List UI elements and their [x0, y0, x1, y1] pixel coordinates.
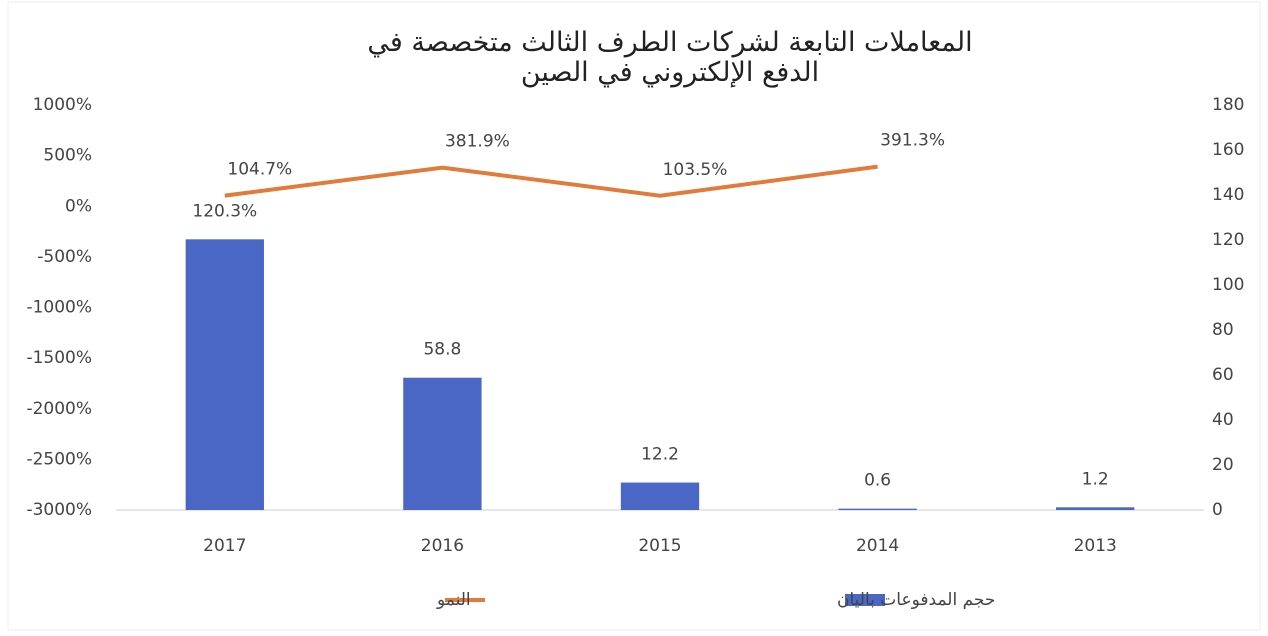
bar-label: 12.2: [641, 445, 679, 465]
legend-label: حجم المدفوعات باليان: [837, 590, 995, 610]
x-tick-label: 2015: [638, 536, 681, 556]
line-label: 381.9%: [445, 132, 510, 152]
y2-tick-label: 180: [1212, 95, 1244, 115]
bar: [185, 239, 264, 510]
y2-tick-label: 0: [1212, 500, 1223, 520]
y-tick-label: -1000%: [26, 298, 92, 318]
chart-title: المعاملات التابعة لشركات الطرف الثالث مت…: [367, 27, 973, 88]
x-tick-label: 2014: [856, 536, 899, 556]
y2-tick-label: 140: [1212, 185, 1244, 205]
frame: [7, 1, 1261, 631]
y2-tick-label: 20: [1212, 455, 1234, 475]
y-tick-label: 500%: [43, 146, 92, 166]
y2-tick-label: 100: [1212, 275, 1244, 295]
bar-label: 0.6: [864, 471, 891, 491]
bar-label: 1.2: [1082, 469, 1109, 489]
x-tick-label: 2017: [203, 536, 246, 556]
line-label: 103.5%: [663, 160, 728, 180]
y2-tick-label: 40: [1212, 410, 1234, 430]
bar-label: 58.8: [423, 340, 461, 360]
bar: [403, 377, 482, 510]
bar: [838, 508, 917, 510]
y-tick-label: -500%: [37, 247, 92, 267]
line: [224, 164, 878, 198]
y-tick-label: -2000%: [26, 399, 92, 419]
bar: [620, 482, 700, 510]
x-tick-label: 2013: [1074, 536, 1117, 556]
y-tick-label: -3000%: [26, 500, 92, 520]
bar: [1056, 507, 1135, 510]
y2-tick-label: 60: [1212, 365, 1234, 385]
line-label: 104.7%: [227, 160, 292, 180]
legend-swatch: [845, 594, 885, 606]
line-label: 391.3%: [880, 131, 945, 151]
bar-label: 120.3%: [192, 201, 257, 221]
y-tick-label: 1000%: [33, 95, 92, 115]
x-tick-label: 2016: [421, 536, 464, 556]
y-tick-label: -1500%: [26, 348, 92, 368]
y2-tick-label: 120: [1212, 230, 1244, 250]
y2-tick-label: 80: [1212, 320, 1234, 340]
legend-label: النمو: [436, 590, 471, 610]
y2-tick-label: 160: [1212, 140, 1244, 160]
y-tick-label: 0%: [65, 196, 92, 216]
y-tick-label: -2500%: [26, 449, 92, 469]
